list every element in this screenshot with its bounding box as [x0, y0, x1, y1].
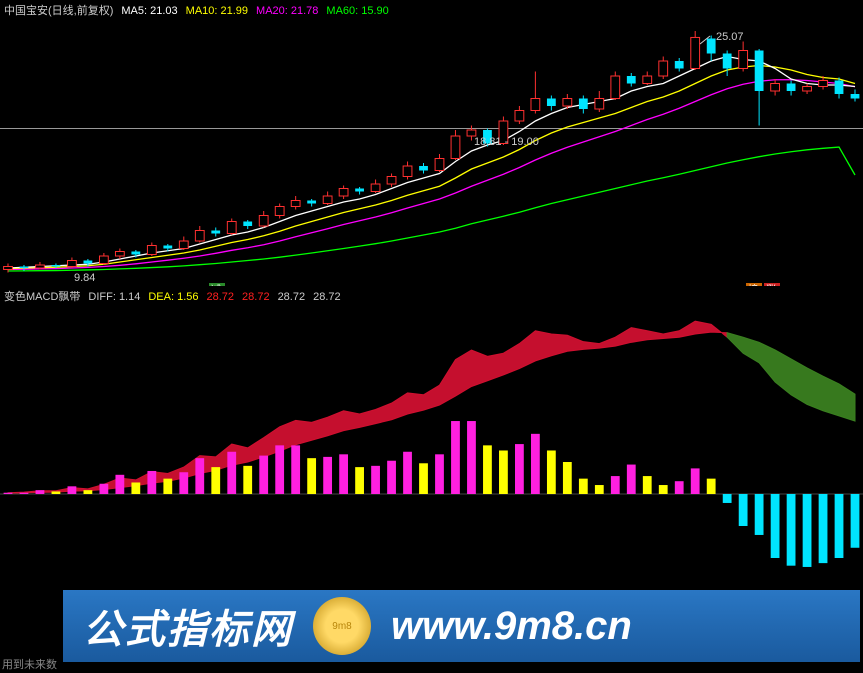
svg-text:18.81 - 19.00: 18.81 - 19.00 [474, 136, 539, 148]
macd-panel[interactable]: 变色MACD飘带DIFF: 1.14DEA: 1.5628.7228.7228.… [0, 286, 863, 590]
macd-chart[interactable] [0, 302, 863, 590]
footer-banner: 公式指标网 9m8 www.9m8.cn [63, 590, 860, 662]
kline-panel[interactable]: 中国宝安(日线,前复权)MA5: 21.03MA10: 21.99MA20: 2… [0, 0, 863, 286]
banner-text-1: 公式指标网 [83, 597, 293, 655]
svg-text:9.84: 9.84 [74, 272, 95, 284]
banner-logo: 9m8 [313, 597, 371, 655]
banner-text-2: www.9m8.cn [391, 604, 632, 649]
kline-chart[interactable]: 25.0718.81 - 19.009.84减榜涨 [0, 16, 863, 286]
bottom-note: 用到未来数 [2, 656, 57, 672]
svg-text:25.07: 25.07 [716, 31, 744, 43]
